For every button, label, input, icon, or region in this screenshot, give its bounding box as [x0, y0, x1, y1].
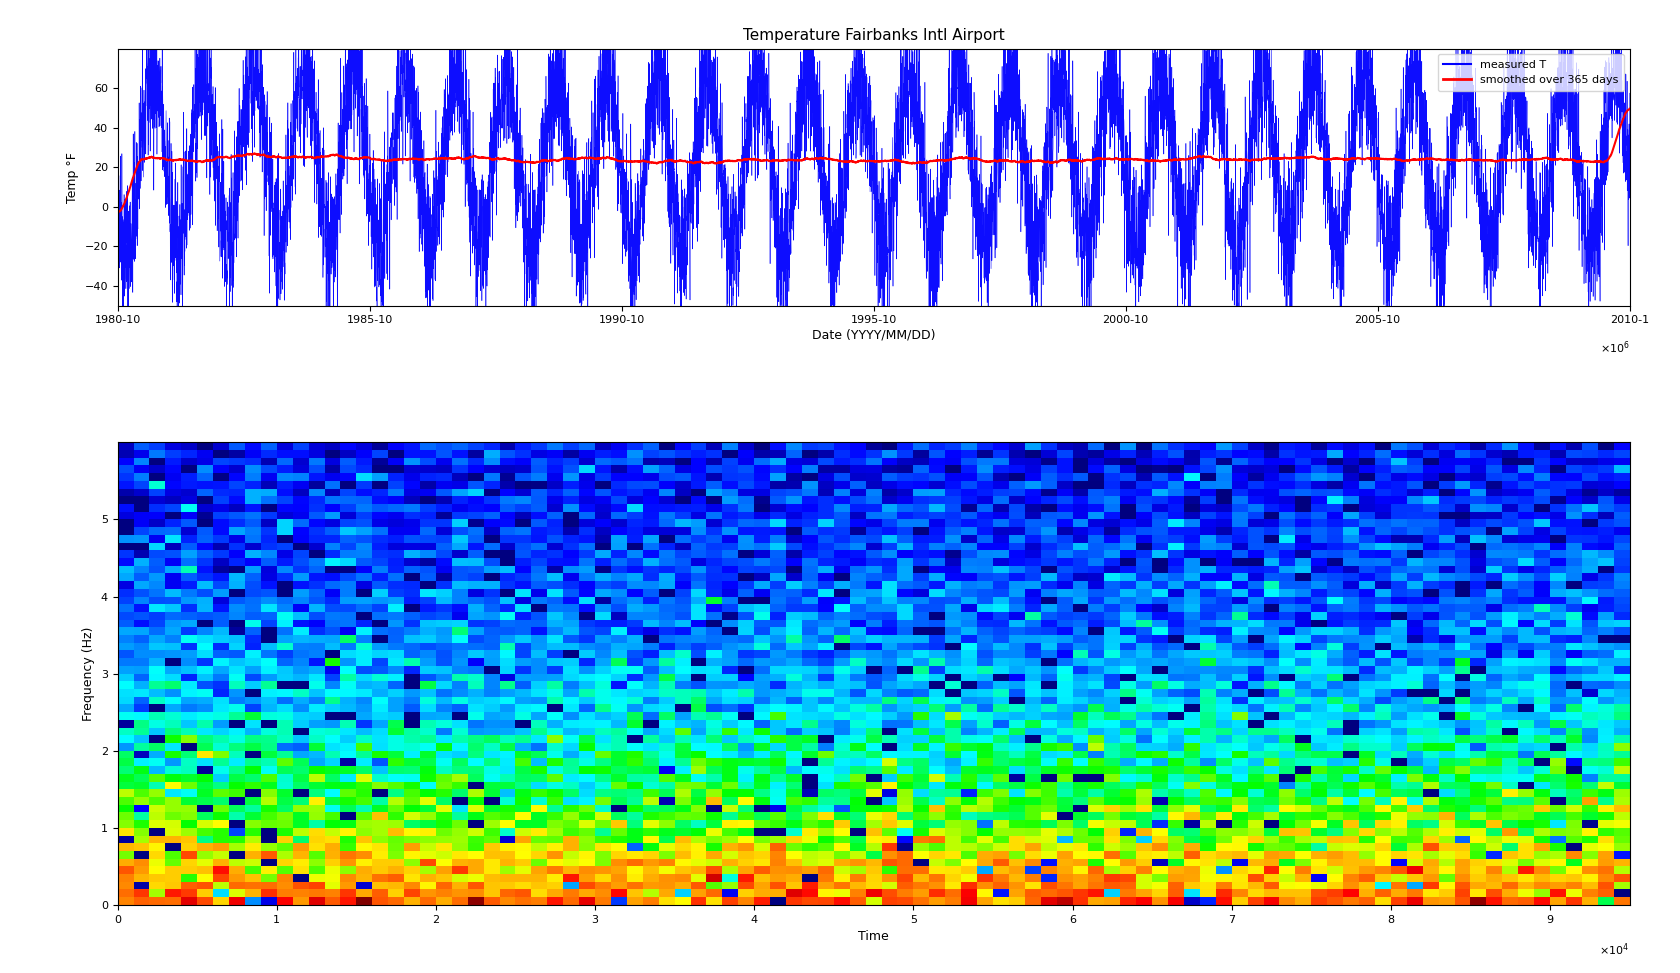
Title: Temperature Fairbanks Intl Airport: Temperature Fairbanks Intl Airport: [743, 28, 1005, 44]
X-axis label: Time: Time: [858, 930, 889, 943]
Legend: measured T, smoothed over 365 days: measured T, smoothed over 365 days: [1438, 54, 1625, 90]
Text: $\times 10^{4}$: $\times 10^{4}$: [1599, 942, 1630, 958]
Text: $\times 10^{6}$: $\times 10^{6}$: [1599, 339, 1630, 356]
Y-axis label: Frequency (Hz): Frequency (Hz): [82, 627, 96, 721]
X-axis label: Date (YYYY/MM/DD): Date (YYYY/MM/DD): [811, 328, 936, 342]
Y-axis label: Temp °F: Temp °F: [66, 152, 79, 202]
